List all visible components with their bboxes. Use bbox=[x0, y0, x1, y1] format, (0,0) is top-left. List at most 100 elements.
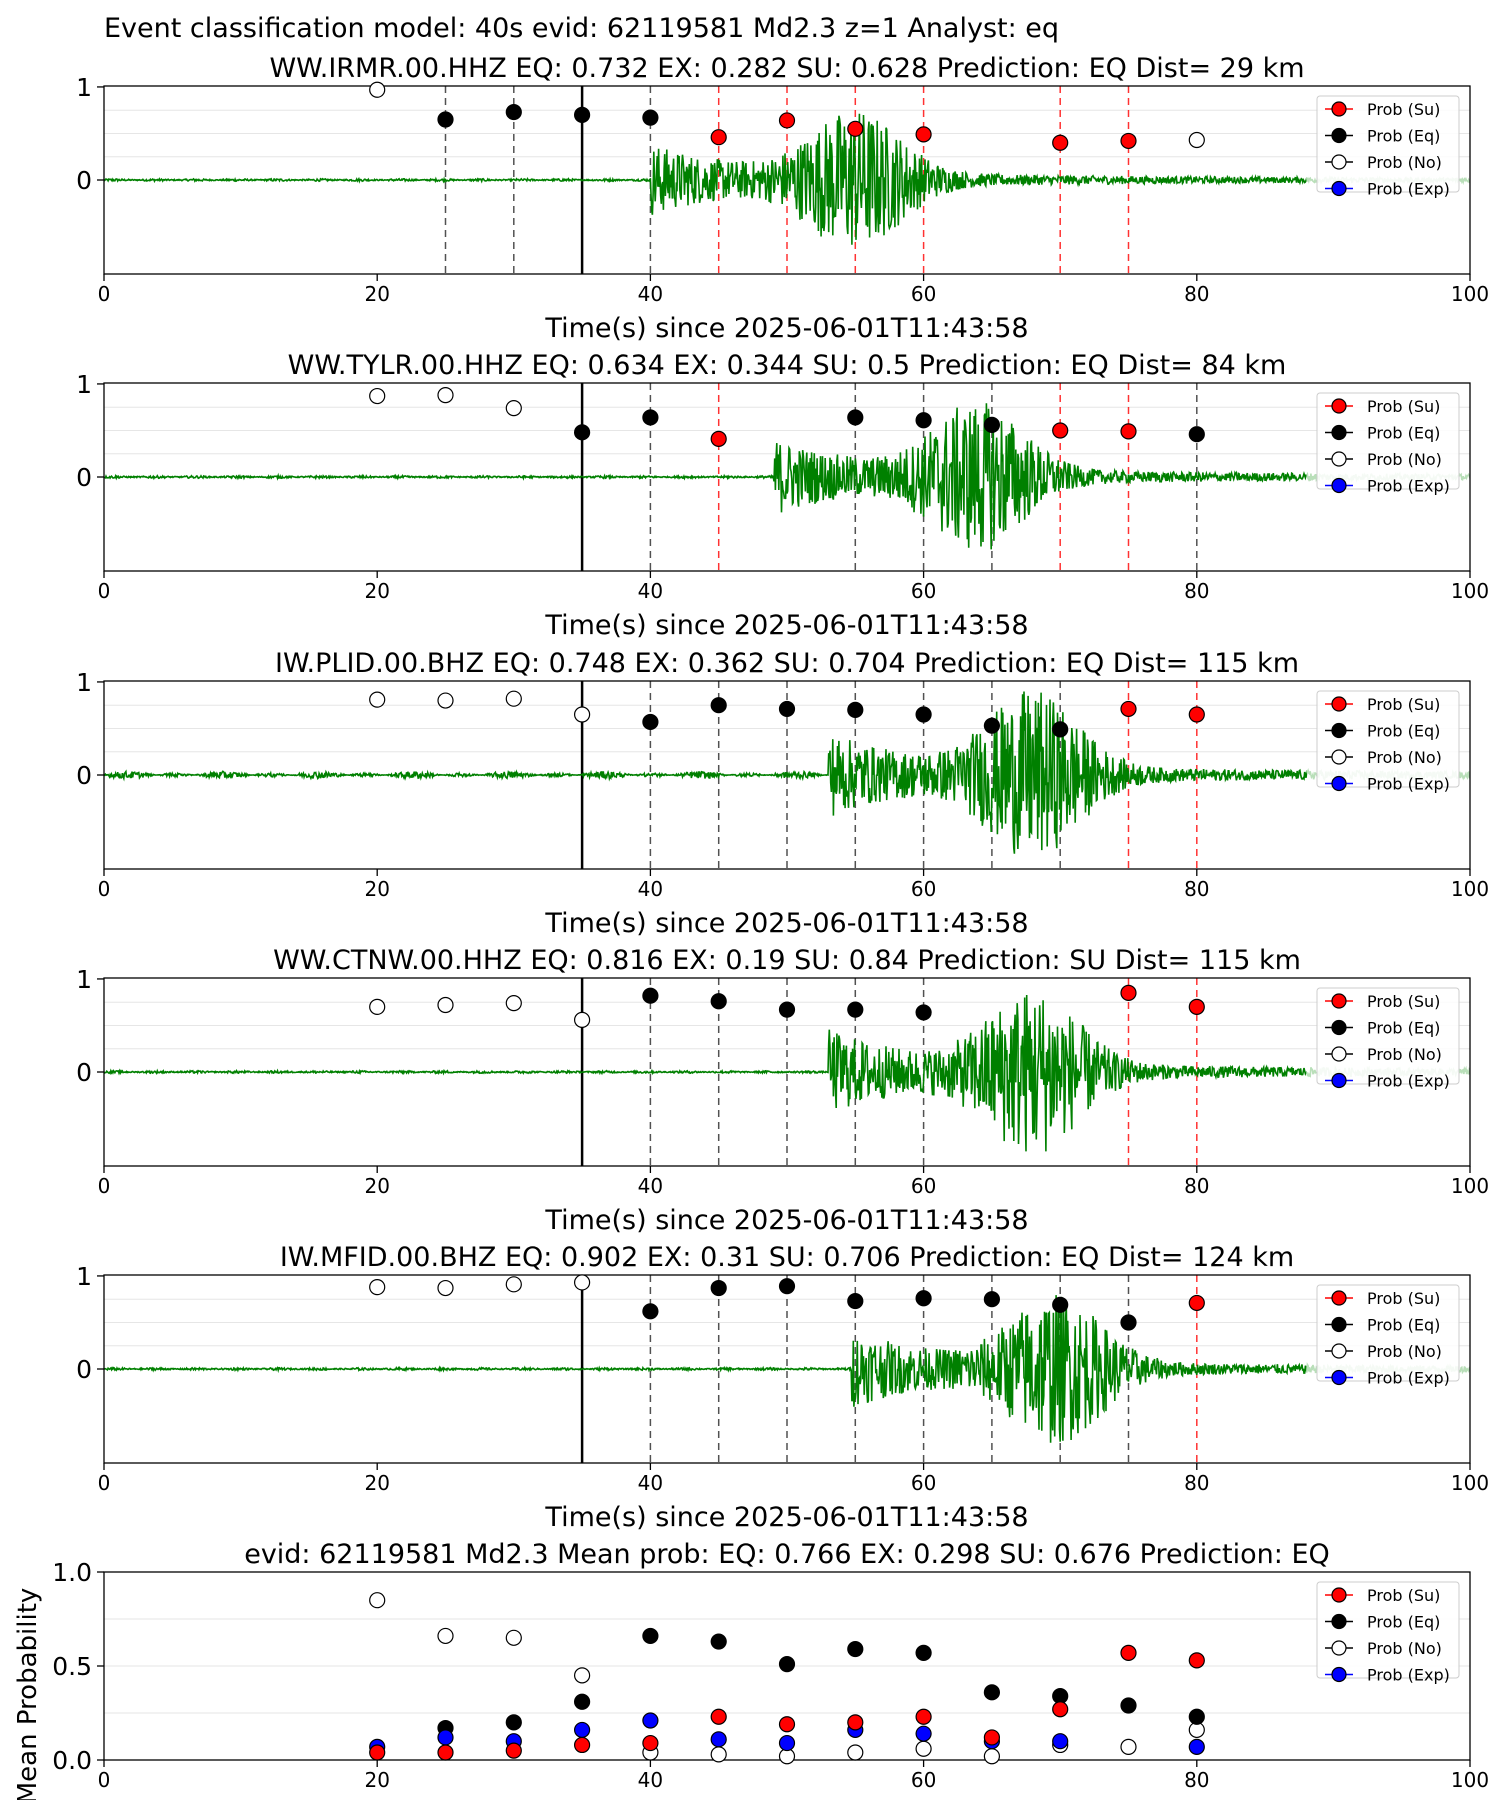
x-tick-label: 40 bbox=[638, 282, 663, 306]
data-point-eq bbox=[1052, 1296, 1069, 1313]
data-point-su bbox=[1052, 134, 1069, 151]
data-point-su bbox=[1120, 984, 1137, 1001]
data-point-exp bbox=[710, 1731, 727, 1748]
legend-marker-exp bbox=[1331, 775, 1347, 792]
legend-marker-no bbox=[1331, 749, 1347, 765]
legend-marker-no bbox=[1331, 451, 1347, 467]
legend-label: Prob (Exp) bbox=[1367, 180, 1450, 199]
data-point-su bbox=[1052, 1701, 1069, 1718]
panel-3: IW.PLID.00.BHZ EQ: 0.748 EX: 0.362 SU: 0… bbox=[76, 648, 1489, 939]
y-tick-label: 0.5 bbox=[52, 1652, 92, 1681]
y-tick-label: 0 bbox=[76, 761, 92, 790]
legend-marker-eq bbox=[1331, 127, 1347, 144]
data-point-eq bbox=[778, 1278, 796, 1295]
x-tick-label: 80 bbox=[1184, 282, 1209, 306]
y-tick-label: 1 bbox=[76, 370, 92, 399]
x-tick-label: 60 bbox=[911, 282, 936, 306]
data-point-no bbox=[505, 995, 522, 1012]
legend-label: Prob (Su) bbox=[1367, 695, 1440, 714]
legend-label: Prob (Exp) bbox=[1367, 1072, 1450, 1091]
x-axis-label: Time(s) since 2025-06-01T11:43:58 bbox=[544, 610, 1028, 641]
data-point-no bbox=[369, 81, 386, 98]
panel-title: IW.PLID.00.BHZ EQ: 0.748 EX: 0.362 SU: 0… bbox=[275, 648, 1299, 679]
legend-box bbox=[1316, 690, 1460, 788]
data-point-no bbox=[983, 1748, 1001, 1765]
y-tick-label: 1.0 bbox=[52, 1558, 92, 1587]
y-tick-label: 0 bbox=[76, 166, 92, 195]
x-tick-label: 80 bbox=[1184, 1174, 1209, 1198]
data-point-no bbox=[505, 690, 522, 707]
data-point-eq bbox=[710, 697, 727, 714]
data-point-no bbox=[573, 1667, 591, 1684]
data-point-no bbox=[1120, 1738, 1137, 1755]
x-tick-label: 0 bbox=[98, 1768, 111, 1792]
x-tick-label: 80 bbox=[1184, 877, 1209, 901]
data-point-no bbox=[573, 706, 591, 723]
data-point-eq bbox=[847, 1292, 864, 1310]
data-point-su bbox=[710, 129, 727, 146]
data-point-su bbox=[1052, 422, 1069, 439]
legend-marker-exp bbox=[1331, 1666, 1347, 1683]
data-point-eq bbox=[642, 109, 659, 126]
x-tick-label: 100 bbox=[1451, 1768, 1489, 1792]
panel-6: evid: 62119581 Md2.3 Mean prob: EQ: 0.76… bbox=[13, 1539, 1489, 1800]
x-axis-label: Time(s) since 2025-06-01T11:43:58 bbox=[544, 1502, 1028, 1533]
data-point-eq bbox=[983, 1291, 1001, 1308]
y-tick-label: 1 bbox=[76, 965, 92, 994]
data-point-no bbox=[369, 691, 386, 708]
data-point-exp bbox=[437, 1729, 454, 1746]
data-point-eq bbox=[1188, 1708, 1205, 1725]
x-tick-label: 80 bbox=[1184, 1471, 1209, 1495]
x-tick-label: 60 bbox=[911, 579, 936, 603]
data-point-su bbox=[1120, 132, 1137, 150]
data-point-su bbox=[1188, 1652, 1205, 1669]
data-point-exp bbox=[915, 1725, 932, 1742]
panel-4: WW.CTNW.00.HHZ EQ: 0.816 EX: 0.19 SU: 0.… bbox=[76, 945, 1489, 1236]
data-point-no bbox=[437, 996, 454, 1014]
legend-label: Prob (Eq) bbox=[1367, 1019, 1440, 1038]
data-point-eq bbox=[778, 1001, 796, 1018]
waveform-trace bbox=[104, 1295, 1308, 1443]
data-point-no bbox=[573, 1274, 591, 1291]
x-tick-label: 60 bbox=[911, 1471, 936, 1495]
legend-label: Prob (Su) bbox=[1367, 992, 1440, 1011]
data-point-no bbox=[847, 1744, 864, 1761]
x-tick-label: 40 bbox=[638, 1471, 663, 1495]
x-axis-label: Time(s) since 2025-06-01T11:43:58 bbox=[544, 1205, 1028, 1236]
data-point-eq bbox=[983, 416, 1001, 433]
data-point-no bbox=[710, 1746, 727, 1763]
panel-1: WW.IRMR.00.HHZ EQ: 0.732 EX: 0.282 SU: 0… bbox=[76, 53, 1489, 344]
data-point-eq bbox=[1052, 721, 1069, 738]
legend-marker-eq bbox=[1331, 1613, 1347, 1630]
y-tick-label: 0 bbox=[76, 1058, 92, 1087]
data-point-eq bbox=[505, 103, 522, 121]
x-tick-label: 60 bbox=[911, 877, 936, 901]
panel-5: IW.MFID.00.BHZ EQ: 0.902 EX: 0.31 SU: 0.… bbox=[76, 1242, 1489, 1533]
data-point-eq bbox=[983, 1684, 1001, 1701]
data-point-su bbox=[847, 120, 864, 137]
data-point-no bbox=[437, 1627, 454, 1645]
data-point-eq bbox=[505, 1714, 522, 1731]
x-tick-label: 80 bbox=[1184, 579, 1209, 603]
data-point-no bbox=[437, 1279, 454, 1297]
data-point-su bbox=[1120, 700, 1137, 718]
y-axis-label: Mean Probability bbox=[13, 1588, 43, 1800]
x-tick-label: 0 bbox=[98, 1174, 111, 1198]
data-point-eq bbox=[573, 424, 591, 441]
x-tick-label: 20 bbox=[364, 1471, 389, 1495]
legend-marker-exp bbox=[1331, 1369, 1347, 1386]
data-point-su bbox=[915, 1708, 932, 1725]
x-tick-label: 0 bbox=[98, 877, 111, 901]
x-tick-label: 40 bbox=[638, 579, 663, 603]
data-point-exp bbox=[778, 1734, 796, 1752]
legend-marker-exp bbox=[1331, 180, 1347, 197]
data-point-eq bbox=[915, 706, 932, 723]
legend-box bbox=[1316, 1581, 1460, 1679]
legend-label: Prob (Su) bbox=[1367, 1586, 1440, 1605]
waveform-trace bbox=[104, 113, 1308, 245]
legend-marker-no bbox=[1331, 1343, 1347, 1359]
legend-label: Prob (Eq) bbox=[1367, 424, 1440, 443]
data-point-eq bbox=[915, 412, 932, 429]
data-point-eq bbox=[642, 1627, 659, 1645]
